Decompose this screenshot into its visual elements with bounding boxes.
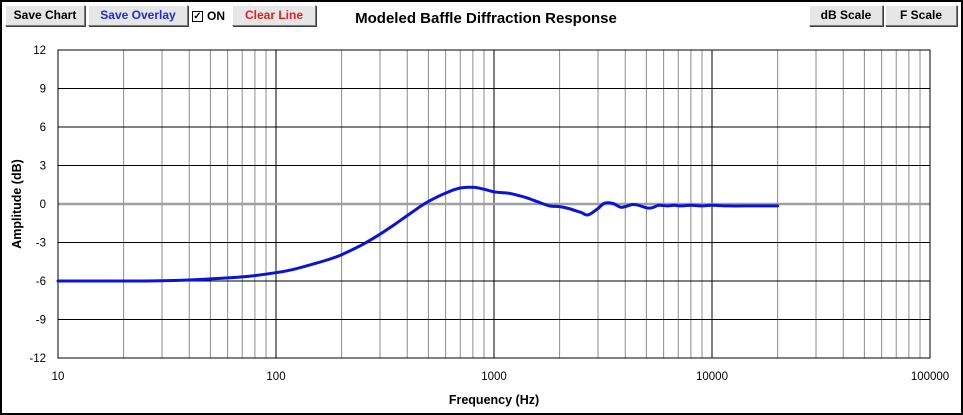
y-tick-label: 3 (40, 161, 46, 173)
y-axis-label: Amplitude (dB) (10, 159, 24, 249)
series-layer (56, 185, 780, 283)
checkbox-icon[interactable]: ✓ (192, 10, 203, 22)
y-tick-label: 12 (33, 45, 46, 57)
y-tick-label: -12 (29, 353, 46, 365)
y-tick-label: -3 (36, 238, 46, 250)
y-tick-label: 6 (40, 122, 46, 134)
save-overlay-button[interactable]: Save Overlay (88, 5, 188, 26)
grid (58, 50, 930, 358)
chart-title: Modeled Baffle Diffraction Response (355, 10, 617, 27)
y-tick-label: -6 (36, 276, 46, 288)
series-line (56, 185, 780, 283)
x-tick-label: 1000 (481, 371, 507, 383)
x-tick-label: 100000 (911, 371, 949, 383)
x-tick-labels: 10 100 1000 10000 100000 (52, 371, 950, 383)
x-axis-label: Frequency (Hz) (449, 393, 539, 407)
clear-line-button[interactable]: Clear Line (232, 5, 316, 26)
db-scale-button[interactable]: dB Scale (809, 5, 883, 26)
plot-area (57, 49, 931, 359)
x-tick-label: 100 (266, 371, 285, 383)
toggle-label: ON (207, 9, 225, 23)
x-tick-label: 10000 (696, 371, 728, 383)
f-scale-button[interactable]: F Scale (885, 5, 957, 26)
y-tick-label: 9 (40, 84, 46, 96)
y-tick-labels: 12 9 6 3 0 -3 -6 -9 -12 (29, 45, 46, 365)
y-tick-label: -9 (36, 315, 46, 327)
x-tick-label: 10 (52, 371, 65, 383)
y-tick-label: 0 (40, 199, 46, 211)
overlay-on-toggle[interactable]: ✓ ON (192, 9, 225, 23)
save-chart-button[interactable]: Save Chart (5, 5, 85, 26)
